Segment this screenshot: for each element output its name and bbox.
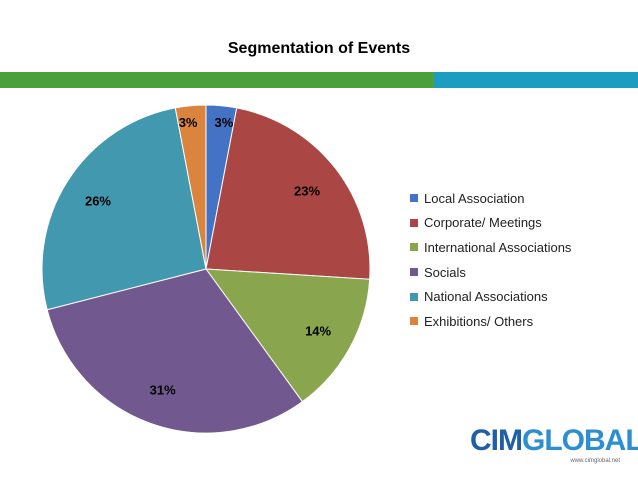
legend-label: Corporate/ Meetings (424, 215, 542, 230)
pie-label-international-associations: 14% (305, 324, 331, 339)
legend-swatch (410, 194, 418, 202)
legend-label: Socials (424, 265, 466, 280)
legend-item: National Associations (410, 284, 571, 309)
legend-swatch (410, 219, 418, 227)
legend-swatch (410, 317, 418, 325)
legend-swatch (410, 293, 418, 301)
legend-item: International Associations (410, 235, 571, 260)
logo-url: www.cimglobal.net (570, 458, 620, 464)
legend-swatch (410, 243, 418, 251)
legend-label: National Associations (424, 289, 548, 304)
legend-label: Exhibitions/ Others (424, 314, 533, 329)
pie-label-national-associations: 26% (85, 193, 111, 208)
legend-item: Local Association (410, 186, 571, 211)
legend-item: Exhibitions/ Others (410, 309, 571, 334)
pie-label-socials: 31% (150, 382, 176, 397)
legend-label: International Associations (424, 240, 571, 255)
legend: Local Association Corporate/ Meetings Inte… (410, 186, 571, 334)
pie-label-corporate-meetings: 23% (294, 184, 320, 199)
pie-label-exhibitions-others: 3% (179, 115, 198, 130)
pie-label-local-association: 3% (214, 115, 233, 130)
logo-wordmark: CIMGLOBAL (470, 424, 638, 458)
legend-item: Corporate/ Meetings (410, 211, 571, 236)
legend-swatch (410, 268, 418, 276)
legend-item: Socials (410, 260, 571, 285)
cimglobal-logo: CIMGLOBAL www.cimglobal.net (470, 424, 620, 468)
legend-label: Local Association (424, 191, 524, 206)
